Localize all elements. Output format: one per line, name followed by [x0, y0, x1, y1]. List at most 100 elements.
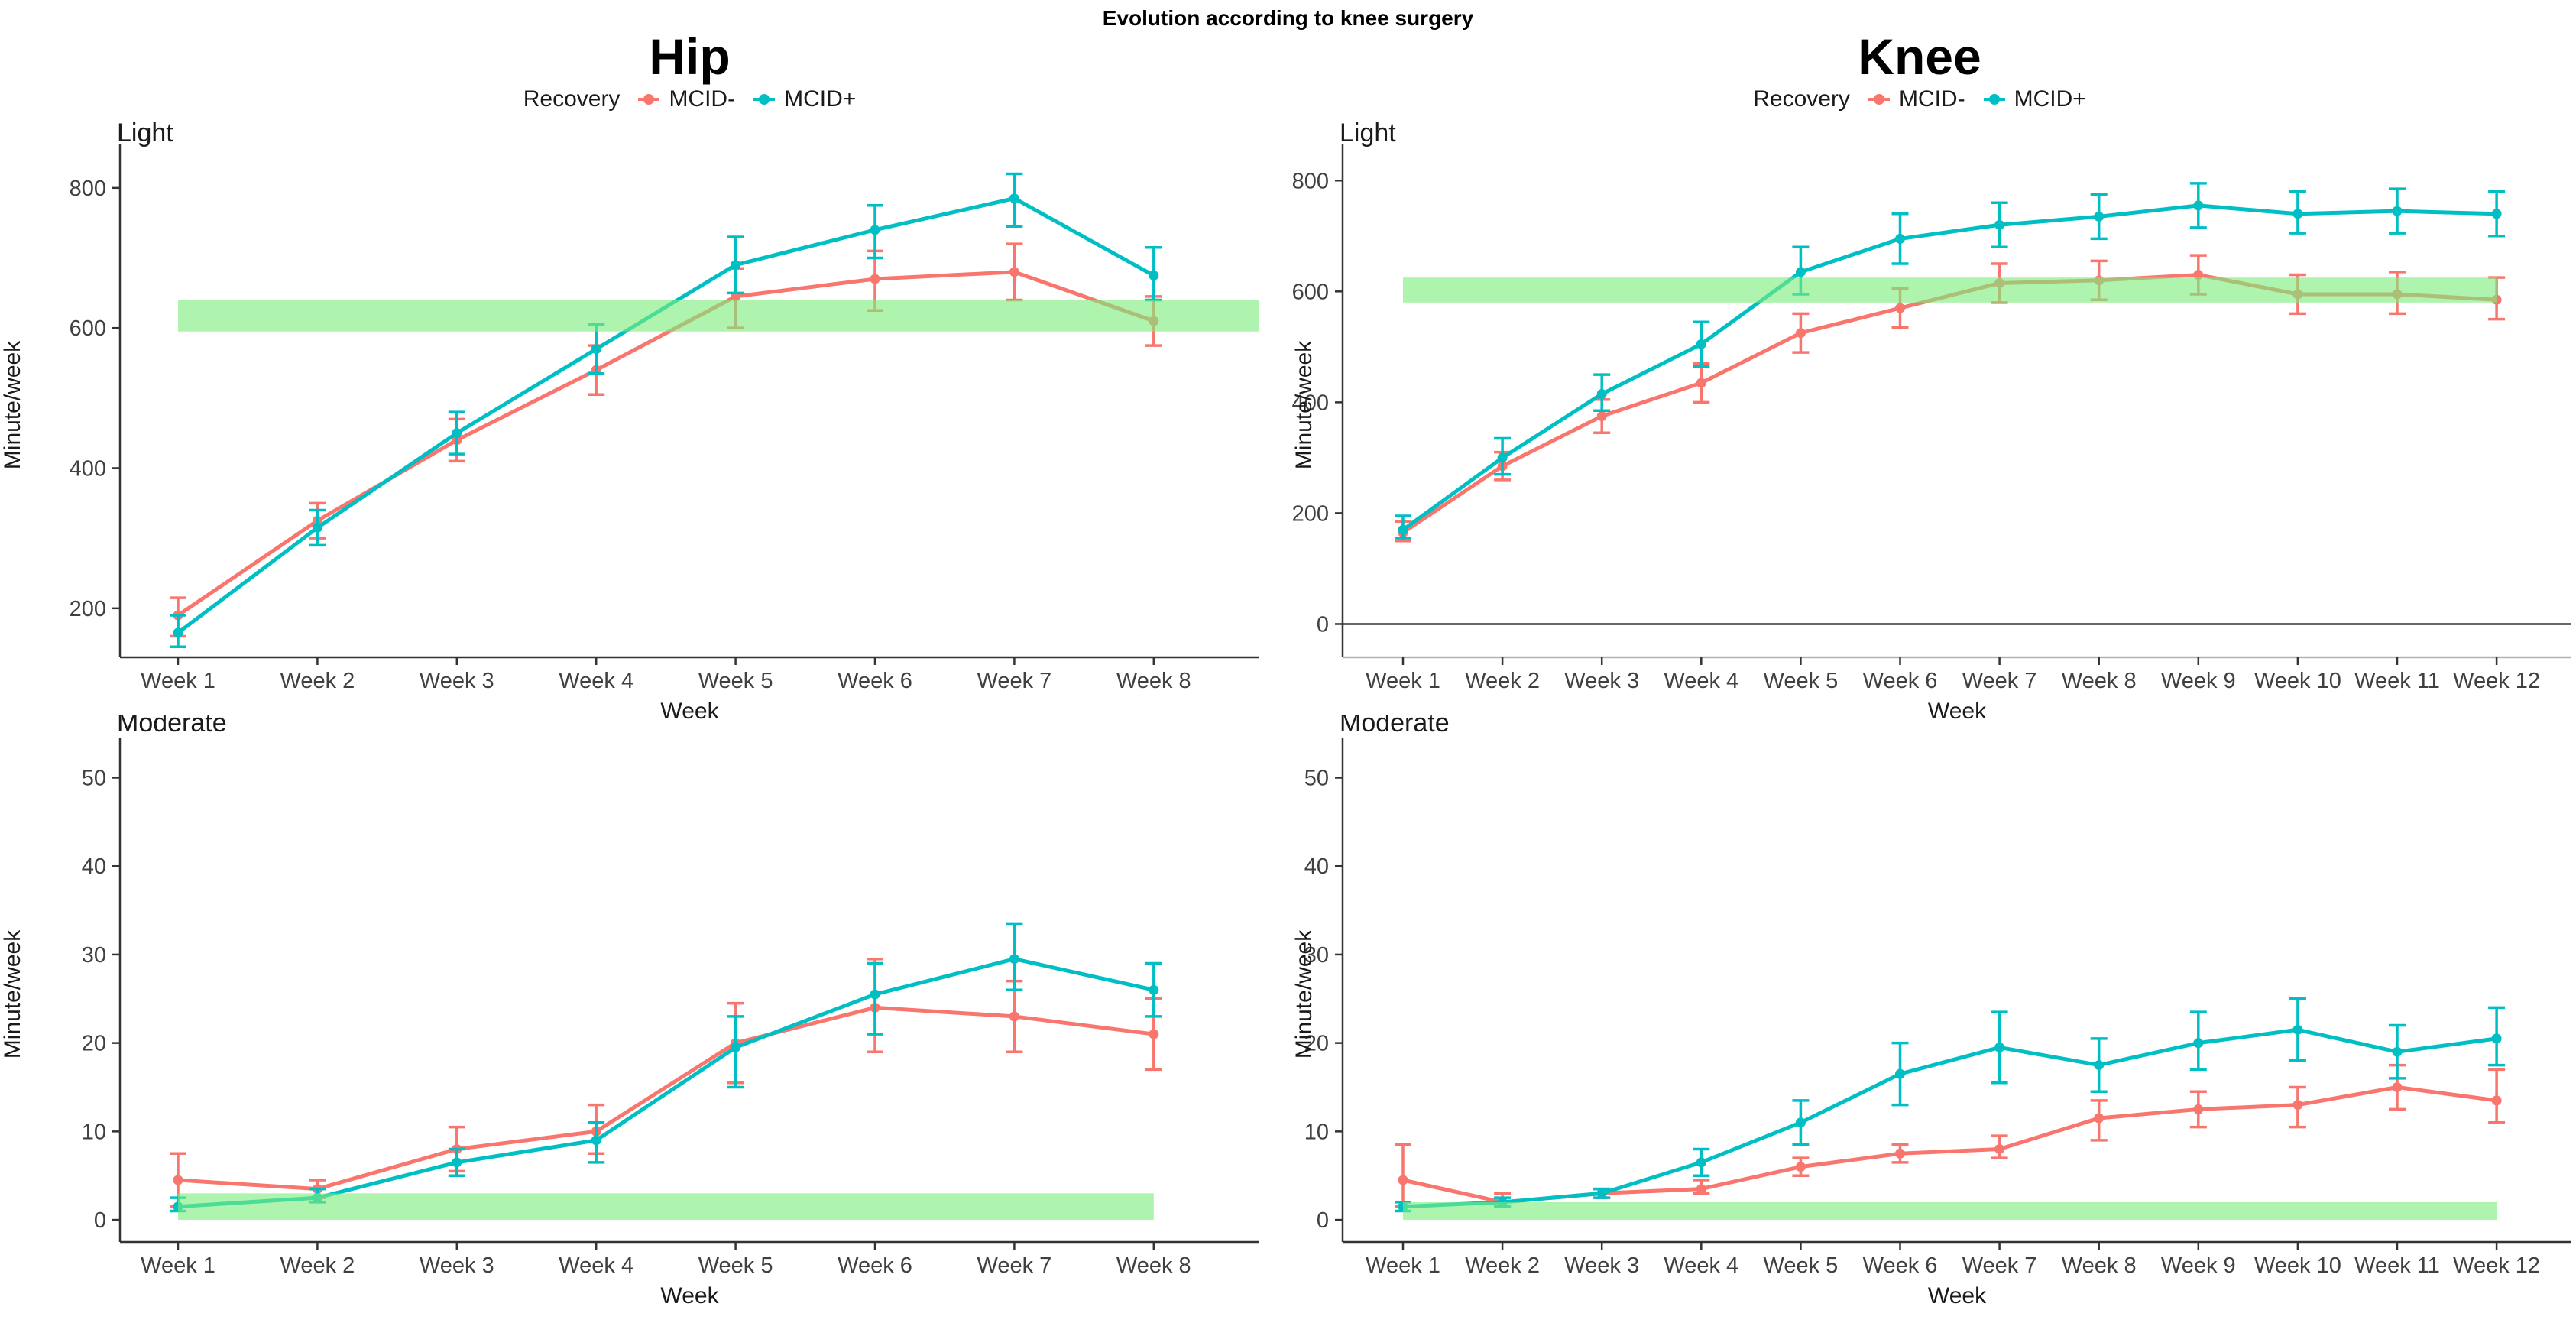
x-tick-label: Week 3 [1564, 1253, 1639, 1278]
data-point [2193, 270, 2204, 280]
data-point [591, 344, 601, 355]
legend-marker-icon [1868, 94, 1890, 105]
data-point [870, 225, 880, 235]
series-line-MCID+ [177, 957, 1155, 1209]
data-point [1009, 1011, 1019, 1022]
chart-hip-moderate: Moderate 0 10 20 30 40 50 Week 1 Week 2 Week 3 Wee… [0, 715, 1259, 1308]
data-point [731, 260, 741, 271]
x-tick-label: Week 5 [1764, 669, 1839, 693]
x-tick-label: Week 7 [977, 669, 1052, 693]
data-point [1149, 984, 1159, 995]
legend-item-mcidplus: MCID+ [750, 86, 856, 112]
data-point [2491, 209, 2502, 219]
data-point [2193, 1038, 2204, 1049]
series-line-MCID- [177, 270, 1155, 618]
data-point [2292, 1100, 2303, 1111]
x-tick-label: Week 12 [2453, 1253, 2540, 1278]
x-tick-label: Week 5 [1764, 1253, 1839, 1278]
x-tick-label: Week 2 [1465, 1253, 1540, 1278]
series-line-MCID+ [177, 196, 1155, 634]
y-axis-title: Minute/week [1291, 929, 1317, 1059]
x-tick-label: Week 6 [1863, 1253, 1938, 1278]
chart-hip-light: Light 200 400 600 800 Week 1 Week 2 Week 3 Week … [0, 118, 1259, 724]
legend-title: Recovery [523, 86, 621, 112]
data-point [1696, 339, 1706, 349]
data-point [1497, 452, 1508, 463]
x-tick-label: Week 3 [1564, 669, 1639, 693]
facet-label: Light [1340, 118, 1396, 148]
x-tick-label: Week 12 [2453, 669, 2540, 693]
series-line-MCID- [177, 1005, 1155, 1192]
reference-band [178, 300, 1259, 332]
y-axis-title: Minute/week [0, 340, 25, 469]
reference-band [1403, 277, 2497, 303]
y-tick-label: 50 [1304, 767, 1329, 791]
facet-label: Light [117, 118, 173, 148]
y-tick-label: 0 [1317, 612, 1329, 637]
data-point [1994, 1042, 2005, 1052]
x-tick-label: Week 4 [1664, 669, 1738, 693]
data-point [2094, 1113, 2105, 1124]
x-tick-label: Week 6 [838, 1253, 912, 1278]
data-point [2491, 1095, 2502, 1106]
data-point [2094, 1060, 2105, 1071]
data-point [1398, 1175, 1408, 1185]
series-line-MCID- [1401, 273, 2497, 534]
data-point [2491, 1033, 2502, 1044]
y-tick-label: 10 [1304, 1120, 1329, 1144]
y-tick-label: 600 [1292, 280, 1329, 304]
legend-marker-icon [1983, 94, 2005, 105]
data-point [452, 1157, 462, 1168]
data-point [173, 1175, 183, 1185]
x-tick-label: Week 8 [1116, 669, 1191, 693]
data-point [1009, 267, 1019, 277]
legend-marker-icon [753, 94, 776, 105]
data-point [1398, 524, 1408, 535]
x-tick-label: Week 8 [2062, 669, 2137, 693]
x-tick-label: Week 8 [2062, 1253, 2137, 1278]
x-tick-label: Week 6 [838, 669, 912, 693]
hip-title: Hip [649, 28, 731, 85]
x-tick-label: Week 7 [1962, 669, 2037, 693]
page-title: Evolution according to knee surgery [1102, 6, 1474, 30]
x-tick-label: Week 4 [1664, 1253, 1738, 1278]
x-axis-title: Week [660, 1283, 719, 1308]
y-tick-label: 800 [1292, 169, 1329, 193]
legend-item-label: MCID+ [2014, 86, 2086, 112]
x-tick-label: Week 1 [1366, 1253, 1440, 1278]
y-tick-label: 200 [70, 597, 106, 621]
data-point [1149, 1029, 1159, 1039]
legend-item-label: MCID+ [784, 86, 857, 112]
data-point [731, 1042, 741, 1052]
x-tick-label: Week 3 [420, 1253, 494, 1278]
x-tick-label: Week 5 [698, 669, 773, 693]
x-axis-title: Week [1928, 1283, 1987, 1308]
data-point [2292, 209, 2303, 219]
x-tick-label: Week 1 [141, 669, 215, 693]
x-tick-label: Week 4 [559, 1253, 633, 1278]
x-tick-label: Week 2 [280, 669, 355, 693]
data-point [312, 522, 322, 533]
y-tick-label: 0 [94, 1208, 106, 1233]
series-line-MCID+ [1402, 1027, 2497, 1209]
data-point [173, 627, 183, 638]
knee-legend: Recovery MCID- MCID+ [1753, 86, 2086, 112]
legend-item-mcidplus: MCID+ [1981, 86, 2086, 112]
x-tick-label: Week 8 [1116, 1253, 1191, 1278]
data-point [1596, 388, 1607, 399]
legend-item-label: MCID- [669, 86, 736, 112]
y-tick-label: 20 [82, 1032, 106, 1056]
y-tick-label: 400 [70, 457, 106, 482]
hip-header: Hip Recovery MCID- MCID+ [120, 28, 1259, 112]
legend-marker-icon [638, 94, 660, 105]
legend-item-label: MCID- [1898, 86, 1965, 112]
y-tick-label: 400 [1292, 391, 1329, 415]
data-point [2392, 1082, 2403, 1092]
chart-knee-light: Light 0 200 400 600 800 Week 1 Week 2 Week 3 Week… [1291, 118, 2571, 724]
knee-header: Knee Recovery MCID- MCID+ [1343, 30, 2497, 112]
y-tick-label: 0 [1317, 1208, 1329, 1233]
legend-title: Recovery [1753, 86, 1850, 112]
data-point [1009, 954, 1019, 965]
x-tick-label: Week 4 [559, 669, 633, 693]
y-tick-label: 200 [1292, 501, 1329, 526]
